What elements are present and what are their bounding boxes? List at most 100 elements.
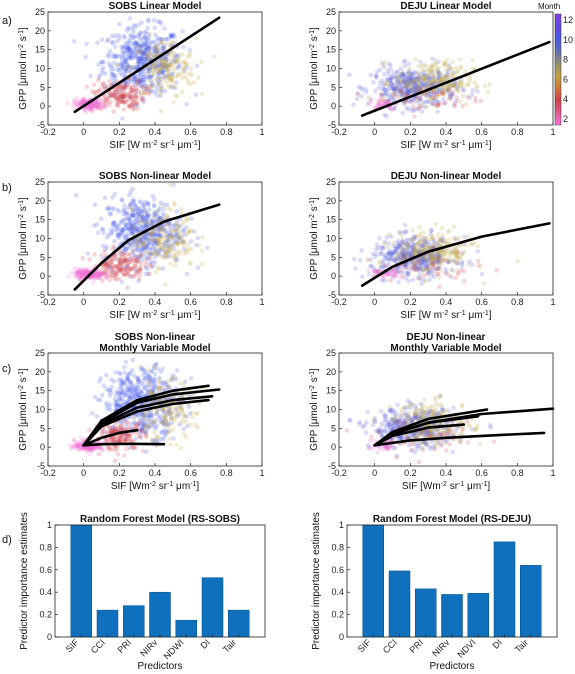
data-point	[139, 244, 145, 249]
data-point	[103, 85, 108, 90]
data-point	[149, 242, 155, 247]
data-point	[443, 271, 448, 276]
data-point	[402, 84, 408, 89]
data-point	[81, 272, 86, 277]
data-point	[376, 101, 382, 106]
data-point	[80, 271, 86, 276]
data-point	[137, 272, 143, 277]
data-point	[75, 271, 80, 276]
data-point	[167, 234, 173, 240]
data-point	[411, 80, 416, 85]
data-point	[409, 88, 414, 94]
data-point	[421, 75, 426, 81]
data-point	[129, 84, 135, 89]
data-point	[110, 33, 115, 39]
data-point	[205, 245, 210, 251]
data-point	[159, 244, 165, 250]
data-point	[114, 97, 120, 103]
data-point	[148, 230, 153, 235]
data-point	[411, 78, 417, 84]
data-point	[436, 260, 441, 265]
data-point	[428, 94, 434, 100]
data-point	[151, 45, 157, 51]
data-point	[140, 219, 145, 224]
data-point	[416, 63, 422, 69]
data-point	[168, 233, 173, 238]
data-point	[398, 245, 403, 250]
data-point	[159, 61, 165, 67]
data-point	[160, 229, 166, 234]
data-point	[153, 247, 158, 252]
data-point	[175, 406, 181, 412]
data-point	[447, 75, 453, 81]
data-point	[435, 272, 441, 277]
data-point	[149, 86, 154, 92]
chart-b-deju: DEJU Non-linear Model-0.2 0 0.2 0.4 0.6 0.8 1-…	[309, 171, 556, 321]
data-point	[184, 271, 190, 277]
data-point	[156, 250, 161, 256]
data-point	[145, 242, 151, 247]
data-point	[411, 78, 417, 83]
data-point	[426, 69, 432, 74]
data-point	[191, 229, 197, 234]
data-point	[109, 206, 115, 211]
data-point	[118, 97, 124, 103]
data-point	[148, 88, 154, 93]
data-point	[73, 270, 79, 275]
data-point	[456, 81, 461, 87]
data-point	[451, 102, 457, 108]
data-point	[156, 208, 161, 214]
data-point	[120, 229, 126, 234]
data-point	[142, 208, 147, 213]
data-point	[404, 79, 410, 85]
data-point	[116, 263, 121, 268]
data-point	[473, 95, 478, 101]
data-point	[148, 65, 153, 70]
data-point	[199, 59, 204, 64]
data-point	[137, 59, 142, 64]
data-point	[111, 379, 117, 384]
data-point	[448, 92, 453, 98]
data-point	[146, 84, 152, 89]
data-point	[176, 240, 181, 245]
data-point	[144, 49, 149, 54]
data-point	[407, 78, 413, 84]
data-point	[451, 268, 456, 274]
y-tick-label: 0	[40, 271, 45, 281]
data-point	[383, 263, 388, 268]
data-point	[413, 57, 419, 62]
data-point	[487, 82, 492, 87]
data-point	[449, 89, 455, 94]
data-point	[431, 92, 437, 97]
data-point	[136, 43, 141, 49]
data-point	[92, 202, 98, 208]
data-point	[97, 446, 102, 451]
data-point	[101, 81, 107, 86]
data-point	[386, 257, 392, 262]
chart-subtitle: Monthly Variable Model	[99, 343, 210, 354]
data-point	[422, 238, 428, 243]
data-point	[408, 266, 414, 271]
data-point	[426, 263, 431, 268]
data-point	[109, 75, 114, 81]
data-point	[135, 211, 140, 216]
data-point	[417, 244, 423, 249]
data-point	[435, 69, 441, 74]
data-point	[113, 370, 118, 375]
data-point	[168, 71, 174, 77]
data-point	[125, 226, 131, 232]
data-point	[121, 94, 126, 100]
data-point	[119, 197, 125, 203]
data-point	[150, 62, 155, 67]
data-point	[159, 57, 165, 63]
x-tick-label: 1	[550, 127, 555, 137]
data-point	[444, 88, 450, 93]
data-point	[182, 61, 188, 66]
data-point	[106, 95, 111, 101]
data-point	[113, 263, 118, 269]
data-point	[421, 82, 426, 87]
data-point	[394, 86, 399, 92]
data-point	[180, 239, 186, 245]
data-point	[195, 235, 200, 241]
data-point	[377, 261, 382, 267]
